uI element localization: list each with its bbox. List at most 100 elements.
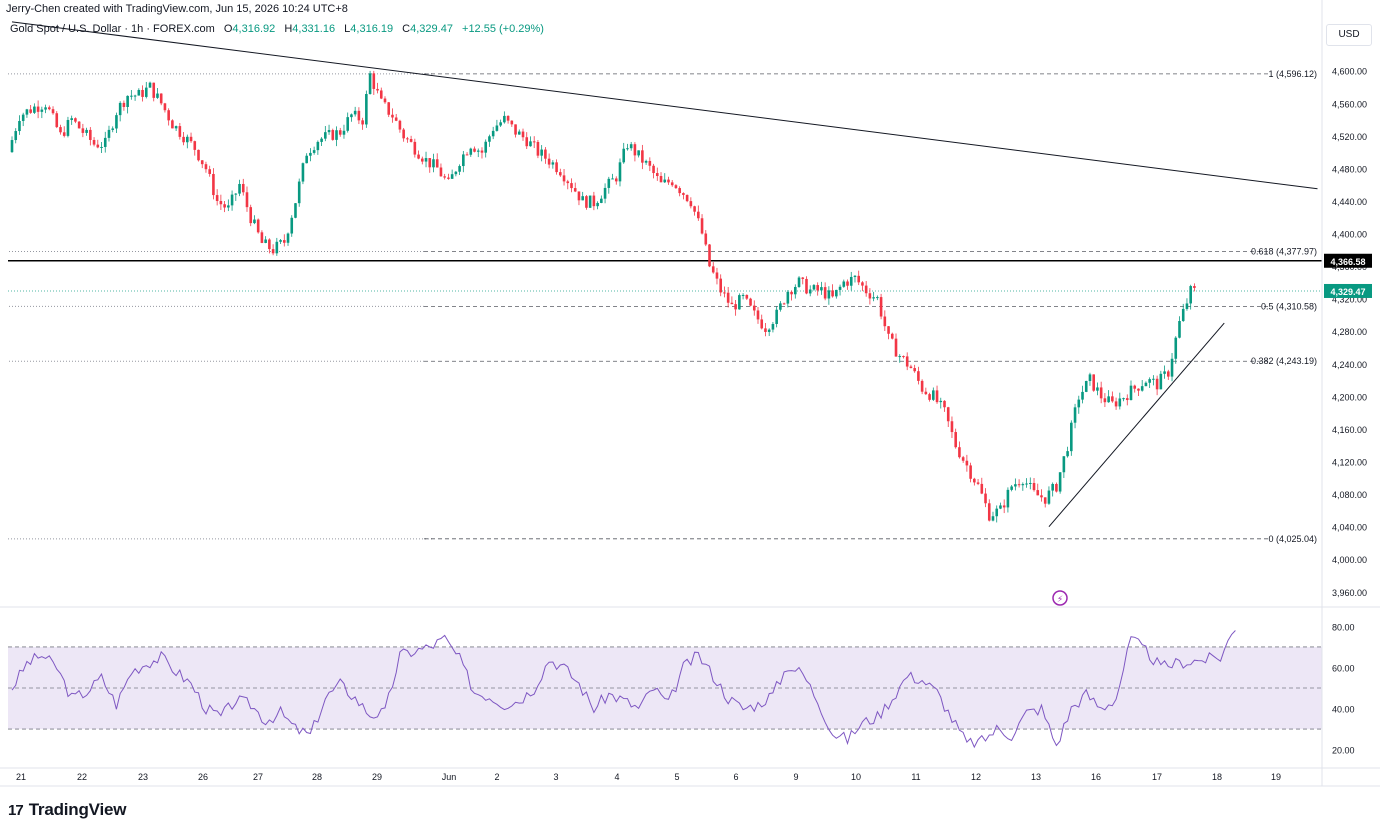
- candle-body: [816, 285, 819, 291]
- candle-body: [476, 150, 480, 152]
- price-tick-label: 4,040.00: [1332, 523, 1367, 533]
- candle-body: [674, 185, 678, 189]
- candle-body: [163, 103, 167, 111]
- candle-body: [133, 95, 137, 97]
- candle-body: [368, 73, 372, 95]
- candle-body: [148, 82, 152, 88]
- candle-body: [544, 149, 547, 159]
- time-tick-label: 5: [674, 772, 679, 782]
- candle-body: [1084, 380, 1088, 392]
- candle-body: [764, 328, 767, 332]
- candle-body: [551, 162, 555, 165]
- candle-body: [491, 130, 495, 137]
- symbol-name: Gold Spot / U.S. Dollar · 1h · FOREX.com: [10, 23, 215, 35]
- candle-body: [1163, 371, 1166, 374]
- candle-body: [913, 368, 916, 372]
- candle-body: [186, 136, 189, 143]
- horizontal-level-tag: [1324, 253, 1372, 268]
- candle-body: [794, 286, 797, 295]
- candle-body: [167, 110, 170, 121]
- candle-body: [178, 126, 182, 137]
- open-value: 4,316.92: [232, 23, 276, 35]
- candle-body: [241, 183, 245, 193]
- candle-body: [514, 124, 517, 135]
- candle-body: [797, 277, 801, 287]
- candle-body: [1077, 399, 1081, 408]
- candle-body: [637, 150, 640, 156]
- candle-body: [130, 95, 133, 97]
- candle-body: [62, 132, 66, 136]
- candle-body: [350, 114, 353, 118]
- candle-body: [730, 302, 734, 305]
- candle-body: [1051, 483, 1054, 491]
- rsi-pane[interactable]: [8, 630, 1322, 749]
- price-tick-label: 4,560.00: [1332, 99, 1367, 109]
- candle-body: [920, 380, 924, 392]
- candle-body: [510, 120, 514, 125]
- candle-body: [708, 244, 711, 267]
- candle-body: [1010, 486, 1013, 490]
- candle-body: [488, 136, 491, 142]
- currency-button[interactable]: USD: [1326, 24, 1372, 46]
- candle-body: [417, 154, 420, 159]
- candle-body: [555, 162, 558, 173]
- candle-body: [614, 178, 618, 182]
- candle-body: [1140, 386, 1144, 391]
- time-tick-label: 21: [16, 772, 26, 782]
- time-tick-label: 2: [494, 772, 499, 782]
- candle-body: [200, 160, 204, 165]
- candle-body: [394, 117, 398, 121]
- candle-body: [838, 286, 842, 290]
- candle-body: [1174, 337, 1178, 359]
- candle-body: [1066, 451, 1069, 457]
- candle-body: [260, 232, 264, 243]
- candle-body: [249, 207, 253, 224]
- price-pane[interactable]: 1 (4,596.12) 0.618 (4,377.97) 0.5 (4,310.5…: [8, 21, 1322, 606]
- candle-body: [1114, 401, 1118, 407]
- candle-body: [208, 169, 211, 174]
- candle-body: [100, 146, 103, 148]
- candle-body: [55, 113, 59, 128]
- candle-body: [290, 217, 294, 234]
- candle-body: [141, 89, 144, 97]
- candle-body: [458, 166, 461, 172]
- price-tick-label: 4,080.00: [1332, 490, 1367, 500]
- candle-body: [659, 176, 663, 183]
- fib-level-label: 1 (4,596.12): [1268, 69, 1317, 79]
- candle-body: [715, 272, 719, 279]
- candle-body: [861, 282, 864, 286]
- candle-body: [961, 457, 965, 461]
- tradingview-brand[interactable]: 17 TradingView: [8, 800, 127, 820]
- candle-body: [1189, 286, 1192, 304]
- candle-body: [275, 241, 279, 254]
- candle-body: [331, 130, 335, 140]
- candle-body: [596, 202, 599, 207]
- candle-body: [159, 93, 163, 104]
- candle-body: [156, 93, 159, 98]
- candle-body: [297, 181, 301, 204]
- time-tick-label: 9: [793, 772, 798, 782]
- candle-body: [782, 303, 786, 305]
- candle-body: [480, 150, 484, 153]
- candle-body: [10, 140, 14, 153]
- candle-body: [879, 297, 883, 317]
- price-tick-label: 4,000.00: [1332, 555, 1367, 565]
- candle-body: [253, 219, 256, 224]
- candle-body: [234, 193, 238, 195]
- price-tick-label: 4,320.00: [1332, 295, 1367, 305]
- candle-body: [189, 136, 193, 142]
- price-tick-label: 4,600.00: [1332, 67, 1367, 77]
- candle-body: [353, 110, 357, 115]
- candle-body: [939, 400, 943, 403]
- candle-body: [946, 407, 950, 422]
- candle-body: [648, 160, 652, 166]
- price-tick-label: 4,440.00: [1332, 197, 1367, 207]
- candle-body: [1028, 482, 1032, 484]
- candle-body: [767, 329, 771, 332]
- close-value: 4,329.47: [410, 23, 453, 35]
- time-tick-label: Jun: [442, 772, 457, 782]
- candle-body: [454, 171, 458, 175]
- candle-body: [413, 141, 417, 155]
- candle-body: [282, 240, 286, 243]
